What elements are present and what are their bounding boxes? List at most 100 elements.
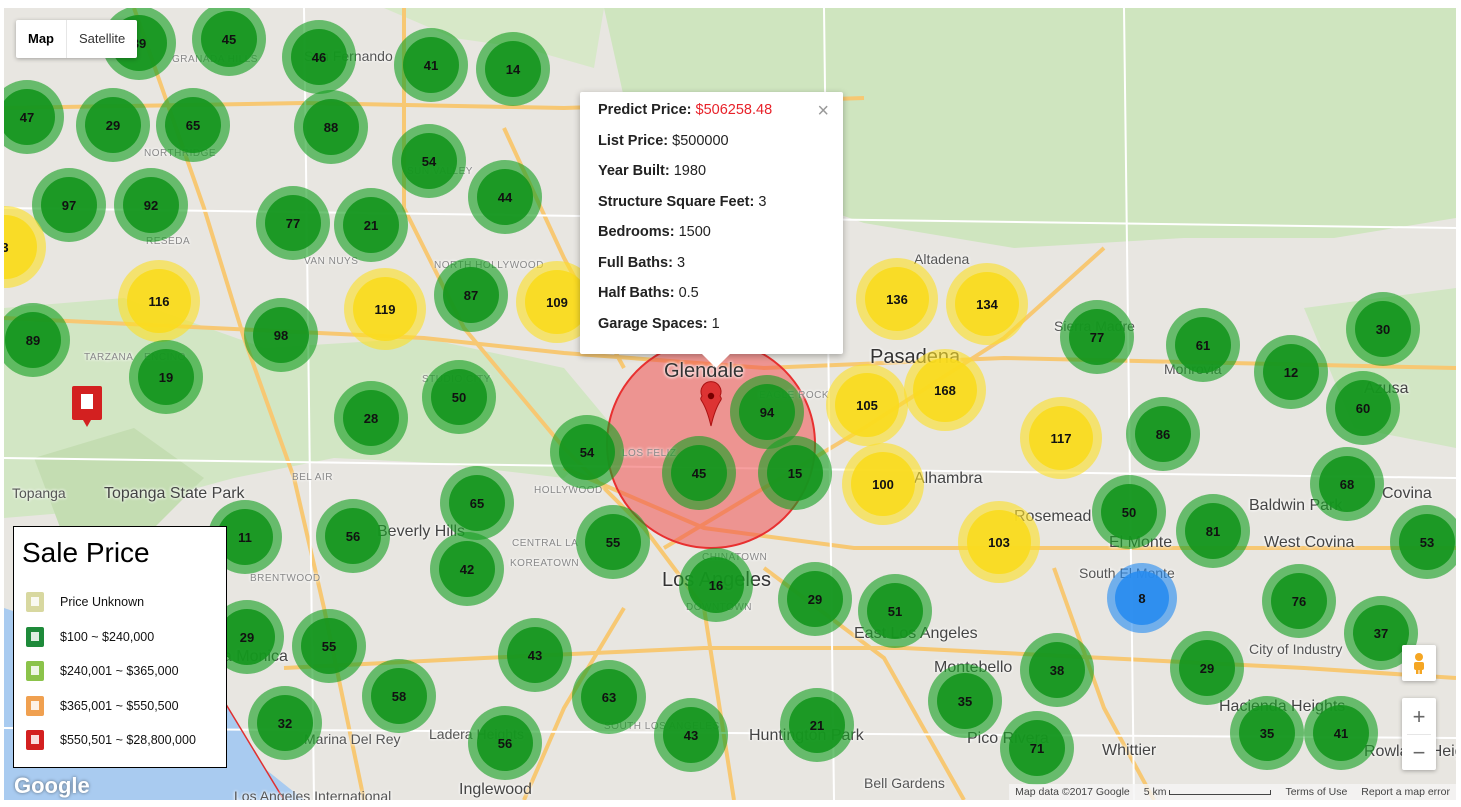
- cluster-marker-green[interactable]: 55: [576, 505, 650, 579]
- cluster-marker-green[interactable]: 45: [192, 8, 266, 76]
- cluster-marker-green[interactable]: 86: [1126, 397, 1200, 471]
- cluster-marker-green[interactable]: 43: [654, 698, 728, 772]
- cluster-count: 28: [343, 390, 399, 446]
- cluster-marker-yellow[interactable]: 100: [842, 443, 924, 525]
- cluster-marker-green[interactable]: 65: [440, 466, 514, 540]
- cluster-marker-green[interactable]: 29: [778, 562, 852, 636]
- cluster-marker-green[interactable]: 87: [434, 258, 508, 332]
- zoom-out-button[interactable]: −: [1412, 739, 1426, 765]
- cluster-marker-green[interactable]: 68: [1310, 447, 1384, 521]
- place-label: RESEDA: [146, 236, 191, 247]
- cluster-marker-yellow[interactable]: 134: [946, 263, 1028, 345]
- detail-value: 3: [672, 254, 686, 271]
- cluster-marker-yellow[interactable]: 136: [856, 258, 938, 340]
- cluster-marker-blue[interactable]: 8: [1107, 563, 1177, 633]
- cluster-marker-green[interactable]: 71: [1000, 711, 1074, 785]
- place-label: VAN NUYS: [304, 256, 359, 267]
- cluster-marker-yellow[interactable]: 116: [118, 260, 200, 342]
- terms-link[interactable]: Terms of Use: [1285, 786, 1348, 798]
- cluster-count: 29: [787, 571, 843, 627]
- cluster-marker-green[interactable]: 47: [4, 80, 64, 154]
- cluster-count: 46: [291, 29, 347, 85]
- cluster-marker-green[interactable]: 77: [256, 186, 330, 260]
- cluster-count: 136: [865, 267, 929, 331]
- map-type-control: Map Satellite: [16, 20, 138, 58]
- place-label: Topanga State Park: [104, 485, 245, 502]
- cluster-marker-green[interactable]: 15: [758, 436, 832, 510]
- map-canvas[interactable]: GRANADA HILLSSan FernandoNORTHRIDGESUN V…: [4, 8, 1456, 800]
- cluster-marker-green[interactable]: 60: [1326, 371, 1400, 445]
- cluster-marker-green[interactable]: 77: [1060, 300, 1134, 374]
- cluster-marker-green[interactable]: 50: [1092, 475, 1166, 549]
- legend-item: Price Unknown: [26, 591, 144, 613]
- detail-label: Bedrooms:: [598, 224, 675, 240]
- cluster-marker-green[interactable]: 54: [550, 415, 624, 489]
- cluster-marker-green[interactable]: 92: [114, 168, 188, 242]
- cluster-count: 77: [265, 195, 321, 251]
- cluster-marker-green[interactable]: 42: [430, 532, 504, 606]
- property-detail-row: Half Baths: 0.5: [598, 285, 699, 301]
- cluster-marker-green[interactable]: 54: [392, 124, 466, 198]
- cluster-marker-green[interactable]: 51: [858, 574, 932, 648]
- cluster-marker-green[interactable]: 38: [1020, 633, 1094, 707]
- cluster-count: 63: [581, 669, 637, 725]
- cluster-marker-green[interactable]: 16: [679, 548, 753, 622]
- cluster-marker-green[interactable]: 58: [362, 659, 436, 733]
- map-type-satellite-button[interactable]: Satellite: [66, 20, 137, 58]
- cluster-marker-green[interactable]: 43: [498, 618, 572, 692]
- cluster-marker-green[interactable]: 50: [422, 360, 496, 434]
- cluster-count: 29: [85, 97, 141, 153]
- map-type-map-button[interactable]: Map: [28, 31, 54, 46]
- cluster-marker-yellow[interactable]: 117: [1020, 397, 1102, 479]
- cluster-marker-green[interactable]: 98: [244, 298, 318, 372]
- cluster-marker-green[interactable]: 97: [32, 168, 106, 242]
- place-label: Marina Del Rey: [304, 731, 401, 747]
- building-marker-icon: [26, 661, 44, 681]
- cluster-marker-green[interactable]: 29: [76, 88, 150, 162]
- cluster-marker-green[interactable]: 53: [1390, 505, 1456, 579]
- cluster-marker-yellow[interactable]: 103: [958, 501, 1040, 583]
- cluster-marker-green[interactable]: 41: [1304, 696, 1378, 770]
- cluster-marker-yellow[interactable]: 105: [826, 364, 908, 446]
- cluster-marker-yellow[interactable]: 119: [344, 268, 426, 350]
- cluster-marker-green[interactable]: 94: [730, 375, 804, 449]
- cluster-marker-green[interactable]: 21: [780, 688, 854, 762]
- cluster-marker-green[interactable]: 61: [1166, 308, 1240, 382]
- cluster-marker-green[interactable]: 28: [334, 381, 408, 455]
- cluster-marker-green[interactable]: 46: [282, 20, 356, 94]
- cluster-marker-green[interactable]: 12: [1254, 335, 1328, 409]
- property-detail-row: List Price: $500000: [598, 133, 729, 149]
- building-marker-icon: [26, 730, 44, 750]
- place-label: Alhambra: [914, 470, 983, 487]
- cluster-marker-green[interactable]: 56: [316, 499, 390, 573]
- property-marker[interactable]: [72, 386, 102, 427]
- cluster-marker-green[interactable]: 35: [928, 664, 1002, 738]
- google-logo: Google: [14, 773, 90, 798]
- cluster-marker-green[interactable]: 56: [468, 706, 542, 780]
- cluster-marker-green[interactable]: 65: [156, 88, 230, 162]
- cluster-marker-yellow[interactable]: 168: [904, 349, 986, 431]
- cluster-marker-green[interactable]: 21: [334, 188, 408, 262]
- close-icon[interactable]: ×: [817, 100, 829, 122]
- cluster-marker-green[interactable]: 45: [662, 436, 736, 510]
- cluster-marker-green[interactable]: 89: [4, 303, 70, 377]
- cluster-marker-green[interactable]: 44: [468, 160, 542, 234]
- cluster-marker-green[interactable]: 88: [294, 90, 368, 164]
- cluster-marker-green[interactable]: 63: [572, 660, 646, 734]
- cluster-count: 61: [1175, 317, 1231, 373]
- cluster-marker-green[interactable]: 55: [292, 609, 366, 683]
- cluster-marker-green[interactable]: 41: [394, 28, 468, 102]
- zoom-in-button[interactable]: +: [1407, 699, 1431, 735]
- detail-label: Year Built:: [598, 163, 670, 179]
- cluster-marker-green[interactable]: 30: [1346, 292, 1420, 366]
- cluster-marker-green[interactable]: 76: [1262, 564, 1336, 638]
- report-error-link[interactable]: Report a map error: [1361, 786, 1450, 798]
- cluster-marker-green[interactable]: 35: [1230, 696, 1304, 770]
- cluster-marker-green[interactable]: 19: [129, 340, 203, 414]
- street-view-pegman-icon[interactable]: [1402, 645, 1436, 681]
- cluster-marker-green[interactable]: 32: [248, 686, 322, 760]
- cluster-marker-green[interactable]: 14: [476, 32, 550, 106]
- cluster-marker-green[interactable]: 29: [1170, 631, 1244, 705]
- cluster-count: 21: [343, 197, 399, 253]
- cluster-marker-green[interactable]: 81: [1176, 494, 1250, 568]
